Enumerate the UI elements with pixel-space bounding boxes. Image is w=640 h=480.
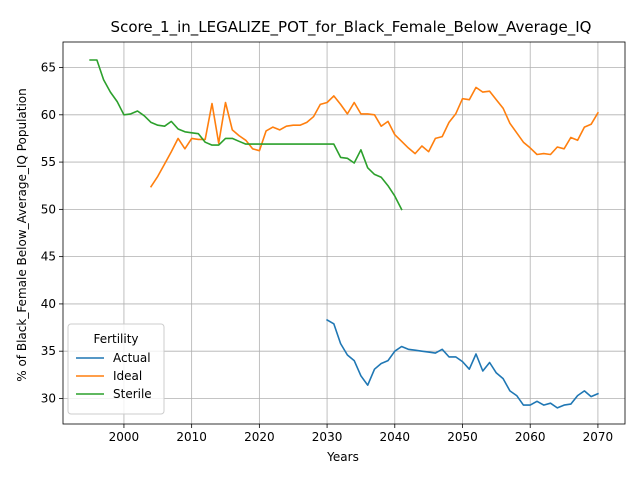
y-axis-label: % of Black_Female Below_Average_IQ Popul… [15,88,29,382]
y-tick-label: 30 [41,391,56,405]
legend-label-actual: Actual [113,351,151,365]
series-line-sterile [89,59,403,211]
series-line-actual [326,318,599,409]
y-axis-ticks: 30 35 40 45 50 55 60 65 [41,61,63,405]
x-tick-label: 2060 [515,430,546,444]
y-tick-label: 50 [41,202,56,216]
legend-entries: Actual Ideal Sterile [76,351,152,401]
y-tick-label: 55 [41,155,56,169]
x-tick-label: 2020 [244,430,275,444]
series-line-ideal [149,86,599,188]
x-axis-ticks: 2000 2010 2020 2030 2040 2050 2060 2070 [109,424,614,444]
legend-title: Fertility [93,332,138,346]
legend-label-ideal: Ideal [113,369,142,383]
x-tick-label: 2030 [312,430,343,444]
y-tick-label: 65 [41,61,56,75]
y-tick-label: 45 [41,250,56,264]
x-tick-label: 2000 [109,430,140,444]
y-tick-label: 40 [41,297,56,311]
y-tick-label: 60 [41,108,56,122]
x-tick-label: 2050 [447,430,478,444]
chart-title: Score_1_in_LEGALIZE_POT_for_Black_Female… [111,18,592,37]
legend-box [67,323,165,415]
legend-label-sterile: Sterile [113,387,152,401]
x-axis-label: Years [326,450,359,464]
plot-area-frame [62,41,626,425]
y-tick-label: 35 [41,344,56,358]
x-tick-label: 2010 [176,430,207,444]
legend: Fertility Actual Ideal Sterile [67,323,165,415]
x-tick-label: 2040 [380,430,411,444]
series-layer [89,59,599,409]
x-tick-label: 2070 [583,430,614,444]
